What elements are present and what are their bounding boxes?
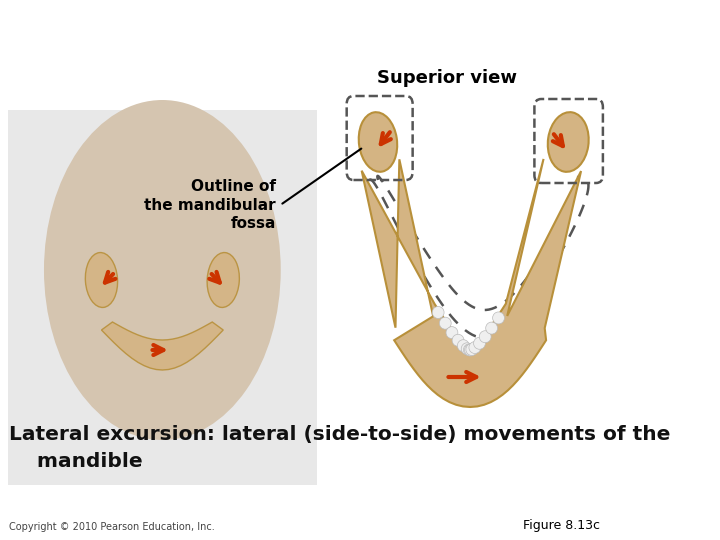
Ellipse shape: [452, 334, 464, 346]
Ellipse shape: [359, 112, 397, 172]
FancyBboxPatch shape: [9, 110, 317, 485]
Ellipse shape: [44, 100, 281, 440]
Ellipse shape: [474, 338, 485, 349]
Ellipse shape: [446, 327, 458, 339]
Ellipse shape: [486, 322, 498, 334]
Ellipse shape: [464, 344, 477, 356]
Ellipse shape: [432, 307, 444, 319]
Ellipse shape: [492, 312, 505, 324]
Text: Outline of
the mandibular
fossa: Outline of the mandibular fossa: [144, 179, 276, 231]
Text: mandible: mandible: [9, 452, 142, 471]
Ellipse shape: [464, 344, 475, 356]
Text: Lateral excursion: lateral (side-to-side) movements of the: Lateral excursion: lateral (side-to-side…: [9, 425, 670, 444]
Text: Copyright © 2010 Pearson Education, Inc.: Copyright © 2010 Pearson Education, Inc.: [9, 522, 215, 532]
Ellipse shape: [462, 343, 473, 355]
Ellipse shape: [457, 340, 469, 352]
Ellipse shape: [548, 112, 589, 172]
Polygon shape: [361, 159, 581, 407]
Text: Figure 8.13c: Figure 8.13c: [523, 519, 600, 532]
Ellipse shape: [480, 330, 491, 343]
Ellipse shape: [207, 253, 239, 307]
Ellipse shape: [86, 253, 117, 307]
Ellipse shape: [466, 343, 478, 355]
Ellipse shape: [469, 341, 481, 354]
Text: Superior view: Superior view: [377, 69, 518, 87]
Polygon shape: [102, 322, 223, 370]
Ellipse shape: [439, 317, 451, 329]
